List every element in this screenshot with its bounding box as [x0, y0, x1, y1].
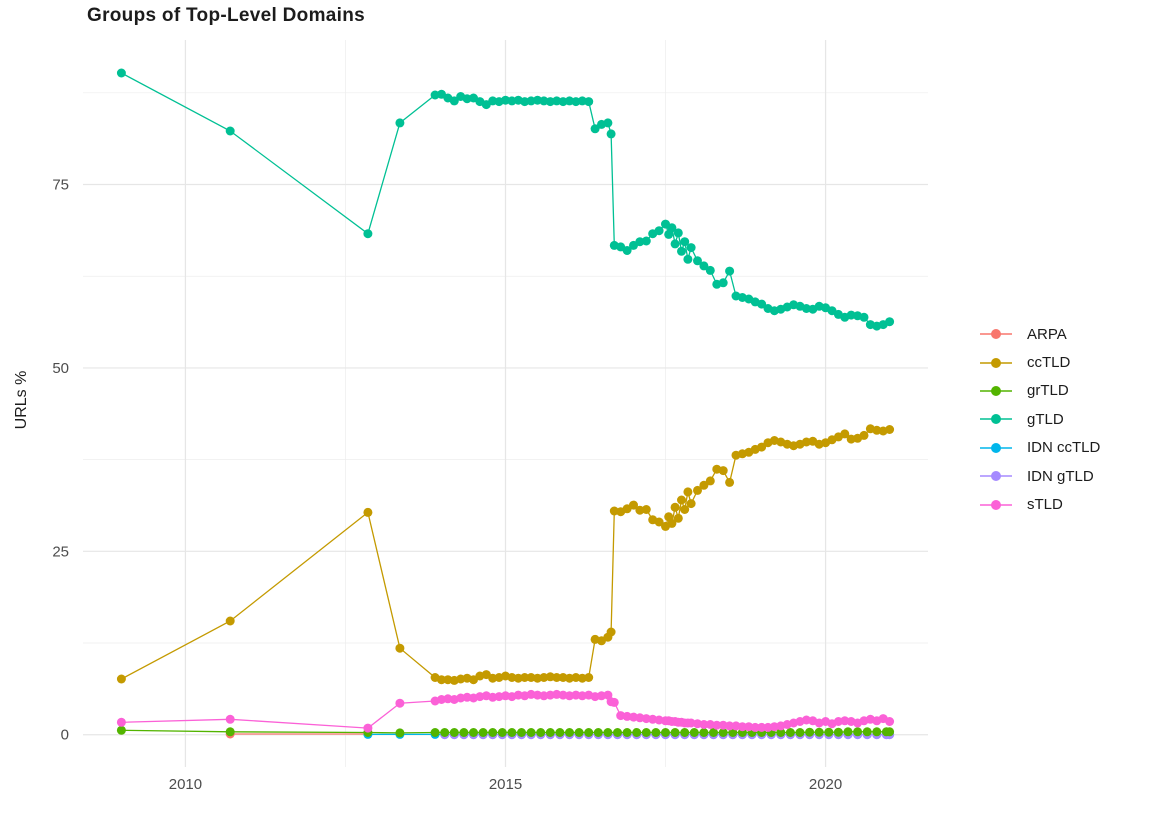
- legend-item-cctld: ccTLD: [979, 348, 1100, 376]
- chart-title: Groups of Top-Level Domains: [87, 5, 365, 26]
- series-arpa: [225, 729, 373, 739]
- legend-label: IDN gTLD: [1027, 467, 1094, 485]
- y-tick-label: 25: [52, 543, 69, 560]
- legend-item-arpa: ARPA: [979, 320, 1100, 348]
- legend-key-icon: [980, 442, 1012, 453]
- series-stld: [116, 689, 895, 733]
- gridlines: [83, 40, 928, 767]
- y-tick-label: 0: [61, 727, 69, 744]
- legend-item-idn-gtld: IDN gTLD: [979, 462, 1100, 490]
- legend-item-grtld: grTLD: [979, 377, 1100, 405]
- x-tick-label: 2020: [809, 776, 842, 793]
- legend-label: gTLD: [1027, 410, 1064, 428]
- legend-key-icon: [980, 471, 1012, 482]
- axis-tick-labels: 0 25 50 75 2010 2015 2020: [52, 177, 842, 793]
- x-tick-label: 2015: [489, 776, 522, 793]
- legend-key-icon: [980, 385, 1012, 396]
- series-gtld: [116, 68, 895, 331]
- legend-label: ccTLD: [1027, 354, 1071, 372]
- legend-item-idn-cctld: IDN ccTLD: [979, 434, 1100, 462]
- legend-key-icon: [980, 499, 1012, 510]
- legend-label: IDN ccTLD: [1027, 439, 1101, 457]
- series-cctld: [116, 424, 895, 685]
- legend-key-icon: [980, 357, 1012, 368]
- y-tick-label: 50: [52, 360, 69, 377]
- legend-item-stld: sTLD: [979, 490, 1100, 518]
- legend-label: sTLD: [1027, 496, 1063, 514]
- legend-key-icon: [980, 414, 1012, 425]
- y-tick-label: 75: [52, 177, 69, 194]
- x-tick-label: 2010: [169, 776, 202, 793]
- legend: ARPA ccTLD grTLD gTLD IDN ccTLD IDN gTLD sTLD: [979, 320, 1100, 519]
- legend-key-icon: [980, 329, 1012, 340]
- legend-label: ARPA: [1027, 325, 1067, 343]
- legend-item-gtld: gTLD: [979, 405, 1100, 433]
- legend-label: grTLD: [1027, 382, 1069, 400]
